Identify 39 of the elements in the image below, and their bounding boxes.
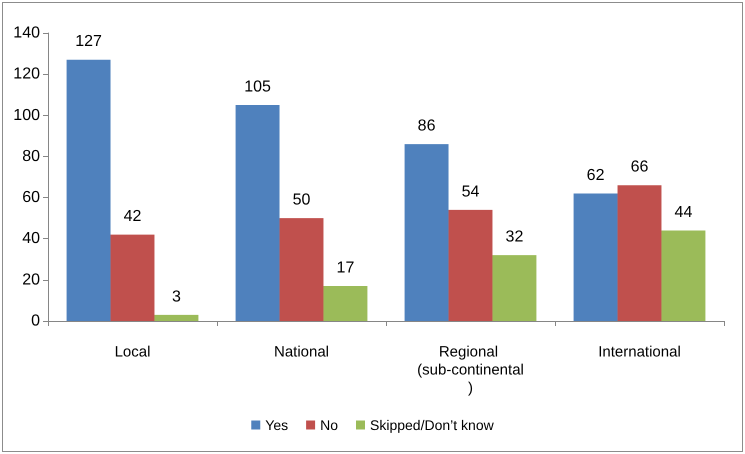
data-label: 127: [75, 33, 102, 50]
legend-label: Yes: [265, 417, 288, 433]
y-tick-label: 120: [13, 66, 40, 83]
legend-label: No: [320, 417, 338, 433]
bar: [280, 218, 324, 321]
bar: [66, 60, 111, 321]
bar: [404, 144, 449, 321]
data-label: 66: [630, 158, 648, 176]
data-label: 62: [586, 166, 605, 184]
x-tick-label: International: [598, 344, 681, 360]
data-label: 42: [124, 208, 142, 226]
data-label: 44: [674, 204, 692, 221]
bar: [154, 314, 198, 321]
x-tick-label: Regional (sub-continental): [417, 344, 524, 396]
data-label: 54: [462, 183, 480, 200]
bar: [618, 185, 662, 321]
y-tick-label: 40: [22, 230, 40, 248]
y-tick-label: 140: [13, 24, 40, 42]
bar: [323, 286, 368, 321]
data-label: 17: [336, 260, 354, 277]
bar: [492, 255, 536, 321]
bar: [574, 193, 618, 321]
y-tick-label: 20: [22, 271, 40, 288]
bar: [110, 234, 154, 321]
data-label: 86: [418, 118, 436, 135]
y-tick-label: 0: [31, 312, 40, 330]
y-tick-label: 100: [13, 106, 40, 124]
data-label: 3: [172, 288, 181, 306]
data-label: 50: [292, 192, 310, 209]
bar: [448, 210, 492, 321]
y-tick-label: 80: [22, 148, 40, 165]
y-tick-label: 60: [22, 189, 40, 206]
x-tick-label: Local: [114, 344, 150, 360]
data-label: 105: [244, 78, 272, 96]
data-label: 32: [506, 228, 524, 246]
bar: [661, 230, 706, 321]
legend-label: Skipped/Don’t know: [370, 417, 495, 433]
x-tick-label: National: [274, 344, 330, 360]
bar: [236, 105, 280, 321]
